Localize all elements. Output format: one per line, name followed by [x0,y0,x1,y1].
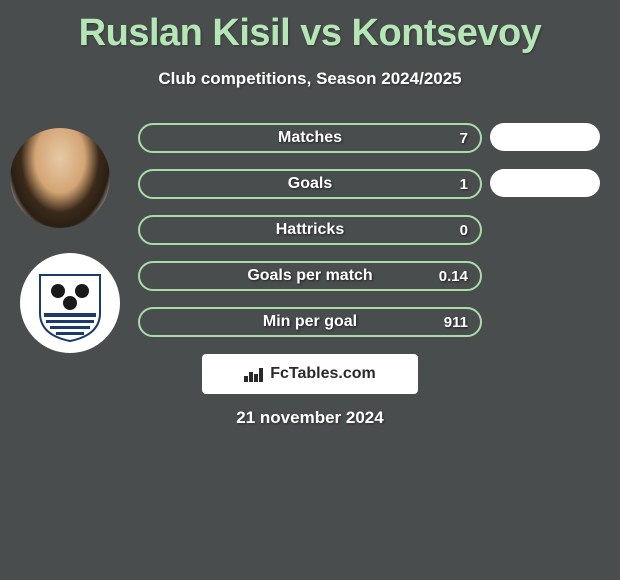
stat-label: Min per goal [263,313,357,331]
chart-icon [244,366,264,382]
stat-label: Goals [288,175,332,193]
comparison-dot [490,307,600,335]
stat-label: Goals per match [247,267,372,285]
stat-bar: Matches 7 [138,123,482,153]
brand-badge: FcTables.com [202,354,418,394]
brand-text: FcTables.com [270,365,376,383]
stat-bar: Goals per match 0.14 [138,261,482,291]
comparison-dot [490,261,600,289]
player-avatar [10,128,110,228]
stats-bars: Matches 7 Goals 1 Hattricks 0 Goals per … [138,123,482,353]
page-title: Ruslan Kisil vs Kontsevoy [0,0,620,55]
date-label: 21 november 2024 [0,408,620,428]
stat-label: Hattricks [276,221,344,239]
club-avatar [20,253,120,353]
stat-value: 911 [444,314,468,331]
stat-value: 1 [460,176,468,193]
stat-value: 7 [460,130,468,147]
stat-value: 0 [460,222,468,239]
page-subtitle: Club competitions, Season 2024/2025 [0,69,620,89]
stat-value: 0.14 [439,268,468,285]
comparison-dot [490,169,600,197]
club-crest-icon [30,263,110,343]
comparison-dots [490,123,600,353]
stat-bar: Goals 1 [138,169,482,199]
stat-bar: Hattricks 0 [138,215,482,245]
comparison-dot [490,123,600,151]
comparison-dot [490,215,600,243]
stat-bar: Min per goal 911 [138,307,482,337]
stat-label: Matches [278,129,342,147]
